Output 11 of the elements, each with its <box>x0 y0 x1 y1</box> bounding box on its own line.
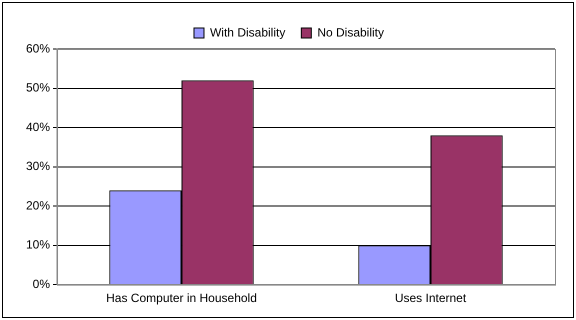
y-tick-label: 30% <box>26 159 50 174</box>
y-tick-label: 50% <box>26 80 50 95</box>
x-tick-label: Has Computer in Household <box>106 291 257 306</box>
y-tick-label: 20% <box>26 198 50 212</box>
legend-label: With Disability <box>210 25 286 40</box>
legend-label: No Disability <box>317 25 384 40</box>
y-tick-label: 0% <box>32 276 50 291</box>
y-tick-label: 60% <box>26 41 50 56</box>
y-tick-label: 40% <box>26 120 50 134</box>
y-tick-label: 10% <box>26 238 50 252</box>
x-tick-label: Uses Internet <box>394 291 467 306</box>
